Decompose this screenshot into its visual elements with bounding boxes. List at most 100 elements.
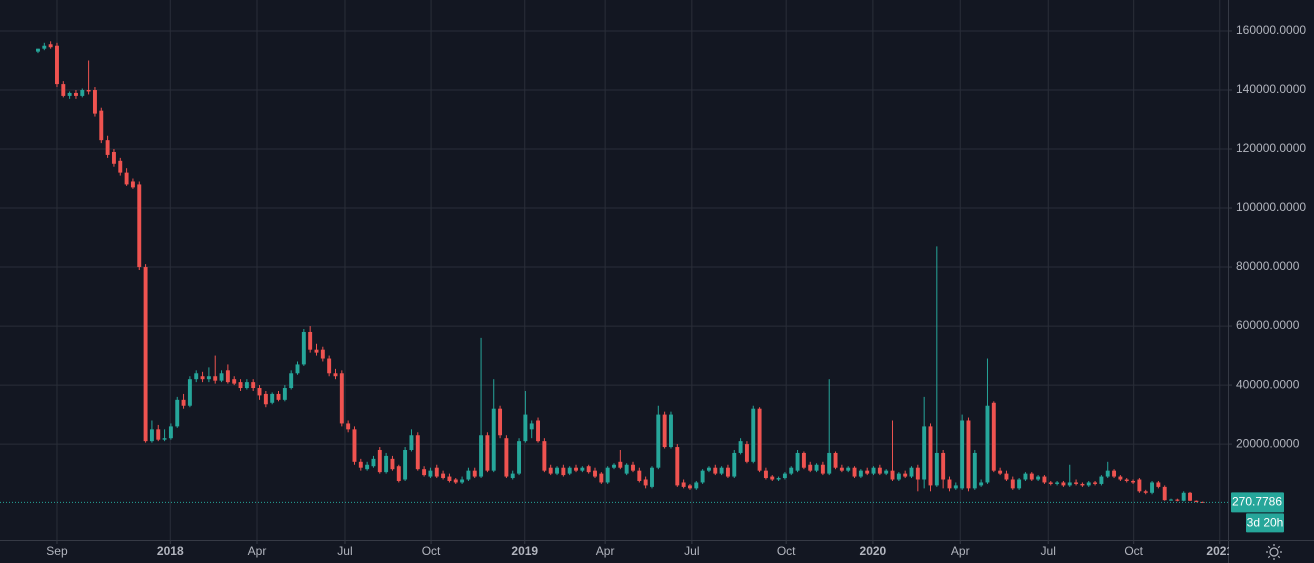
candle-body (624, 464, 629, 474)
x-tick-label: Jul (1041, 544, 1056, 558)
candle-body (80, 90, 85, 96)
candle-body (637, 470, 642, 481)
candle-body (934, 452, 939, 486)
candle-body (814, 464, 819, 471)
candle-body (390, 458, 395, 470)
candle-body (194, 373, 199, 380)
candle-body (1080, 483, 1085, 486)
x-tick-label: Jul (684, 544, 699, 558)
x-tick-label: Oct (777, 544, 796, 558)
candle-body (1181, 492, 1186, 501)
candle-body (979, 482, 984, 486)
candle-body (510, 473, 515, 479)
y-tick-label: 140000.0000 (1236, 82, 1306, 96)
x-tick-label: 2019 (511, 544, 538, 558)
candle-body (966, 420, 971, 489)
candle-body (631, 464, 635, 471)
candle-body (73, 92, 78, 96)
candle-body (1099, 476, 1104, 484)
candle-body (517, 441, 522, 474)
candle-body (1061, 482, 1066, 486)
settings-icon[interactable] (1266, 544, 1282, 560)
x-tick-label: 2018 (157, 544, 184, 558)
candle-body (1074, 482, 1079, 484)
candle-body (738, 441, 743, 453)
candle-body (1150, 482, 1155, 493)
candle-body (561, 467, 566, 476)
y-tick-label: 60000.0000 (1236, 318, 1300, 332)
candle-body (548, 467, 553, 474)
candle-body (1086, 482, 1091, 486)
candle-body (200, 376, 205, 380)
candle-body (181, 399, 186, 406)
candle-body (1036, 476, 1041, 480)
candle-body (972, 452, 977, 489)
y-tick-label: 120000.0000 (1236, 141, 1306, 155)
candle-body (650, 467, 654, 487)
candle-body (770, 476, 775, 480)
candle-body (865, 470, 870, 474)
candle-body (396, 466, 401, 481)
candle-body (289, 373, 294, 389)
candle-body (675, 447, 680, 486)
candle-body (365, 464, 370, 470)
candle-body (896, 473, 901, 480)
candle-body (143, 267, 148, 442)
candle-body (371, 458, 376, 467)
candle-body (618, 461, 623, 468)
candle-body (55, 45, 59, 85)
candle-body (238, 382, 243, 389)
candle-body (719, 467, 724, 474)
x-tick-label: Apr (596, 544, 615, 558)
candle-body (428, 470, 433, 477)
candle-body (263, 393, 268, 405)
countdown-badge (1246, 513, 1284, 533)
candle-body (1017, 479, 1022, 489)
grid (0, 0, 1228, 540)
last-price-label: 270.7786 (1232, 494, 1282, 508)
candle-body (1112, 470, 1117, 477)
candle-body (953, 485, 958, 489)
candle-body (687, 485, 692, 489)
candle-body (384, 455, 389, 473)
candle-body (928, 426, 933, 486)
countdown-label: 3d 20h (1247, 515, 1284, 529)
candle-body (542, 441, 547, 471)
x-tick-label: Oct (1124, 544, 1143, 558)
candle-body (523, 414, 528, 442)
candle-body (295, 364, 300, 374)
candle-body (333, 373, 338, 377)
candle-body (839, 467, 844, 471)
candle-body (669, 414, 673, 448)
candle-body (491, 408, 496, 471)
candle-body (852, 467, 857, 477)
y-tick-label: 100000.0000 (1236, 200, 1306, 214)
candle-body (118, 160, 123, 173)
candle-body (744, 444, 749, 462)
candle-body (1143, 491, 1148, 493)
candle-body (801, 452, 806, 468)
candle-body (884, 470, 889, 474)
candle-body (48, 44, 53, 48)
candle-body (352, 429, 357, 462)
candle-body (1156, 482, 1161, 487)
candle-body (1023, 473, 1028, 480)
candle-body (599, 473, 604, 483)
candle-body (1137, 479, 1142, 492)
candle-body (168, 426, 173, 439)
candle-body (358, 461, 363, 468)
candle-body (206, 376, 211, 380)
candle-body (858, 470, 863, 477)
candle-body (991, 402, 996, 471)
candle-body (1004, 473, 1009, 480)
candle-body (498, 408, 503, 436)
candle-body (282, 388, 287, 400)
candle-body (308, 331, 313, 350)
candle-body (833, 452, 838, 468)
x-tick-label: Apr (248, 544, 267, 558)
candle-body (1131, 480, 1136, 483)
candle-body (1124, 479, 1129, 481)
candle-body (782, 473, 787, 479)
